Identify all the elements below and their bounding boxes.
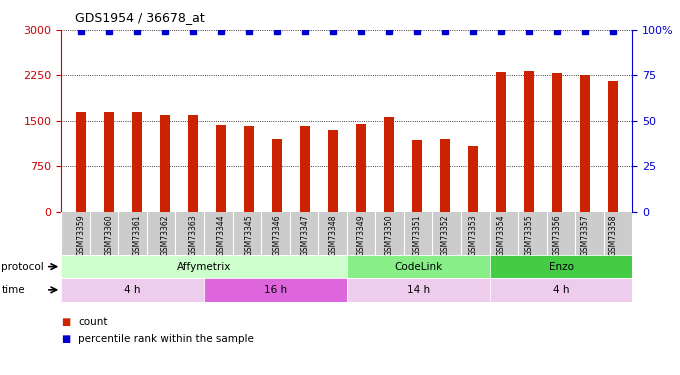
Text: GSM73346: GSM73346 [272,214,282,256]
Text: GSM73353: GSM73353 [469,214,477,256]
Text: GSM73363: GSM73363 [188,214,197,256]
Bar [580,75,590,212]
Bar [104,112,114,212]
Text: 4 h: 4 h [124,285,141,295]
Bar [490,255,632,278]
Text: GDS1954 / 36678_at: GDS1954 / 36678_at [75,11,205,24]
Bar [468,146,477,212]
Text: time: time [1,285,25,295]
Bar [384,117,394,212]
Bar [496,72,506,212]
Bar [160,116,170,212]
Bar [328,130,338,212]
Text: GSM73356: GSM73356 [552,214,561,256]
Text: GSM73347: GSM73347 [301,214,309,256]
Bar [347,255,490,278]
Bar [272,139,282,212]
Text: GSM73351: GSM73351 [412,214,422,255]
Text: CodeLink: CodeLink [394,262,442,272]
Bar [244,126,254,212]
Text: GSM73358: GSM73358 [609,214,617,255]
Text: Affymetrix: Affymetrix [177,262,231,272]
Text: GSM73349: GSM73349 [356,214,365,256]
Bar [347,278,490,302]
Text: ■: ■ [61,317,71,327]
Text: GSM73362: GSM73362 [160,214,169,255]
Bar [440,139,449,212]
Bar [188,116,198,212]
Text: GSM73352: GSM73352 [441,214,449,255]
Bar [300,126,309,212]
Bar [61,278,204,302]
Text: 4 h: 4 h [553,285,569,295]
Text: GSM73360: GSM73360 [104,214,114,256]
Bar [552,73,562,212]
Text: 14 h: 14 h [407,285,430,295]
Text: GSM73348: GSM73348 [328,214,337,255]
Bar [204,278,347,302]
Text: GSM73345: GSM73345 [244,214,253,256]
Bar [608,81,617,212]
Text: ■: ■ [61,334,71,344]
Bar [490,278,632,302]
Text: GSM73355: GSM73355 [524,214,533,256]
Text: GSM73361: GSM73361 [133,214,141,255]
Bar [216,125,226,212]
Bar [61,255,347,278]
Bar [412,140,422,212]
Bar [356,124,366,212]
Text: GSM73354: GSM73354 [496,214,505,256]
Text: GSM73359: GSM73359 [76,214,85,256]
Text: GSM73350: GSM73350 [384,214,393,256]
Text: Enzo: Enzo [549,262,573,272]
Bar [524,71,534,212]
Text: 16 h: 16 h [264,285,287,295]
Text: protocol: protocol [1,262,44,272]
Text: GSM73344: GSM73344 [216,214,225,256]
Text: percentile rank within the sample: percentile rank within the sample [78,334,254,344]
Bar [132,112,141,212]
Text: GSM73357: GSM73357 [580,214,590,256]
Bar [76,112,86,212]
Text: count: count [78,317,107,327]
